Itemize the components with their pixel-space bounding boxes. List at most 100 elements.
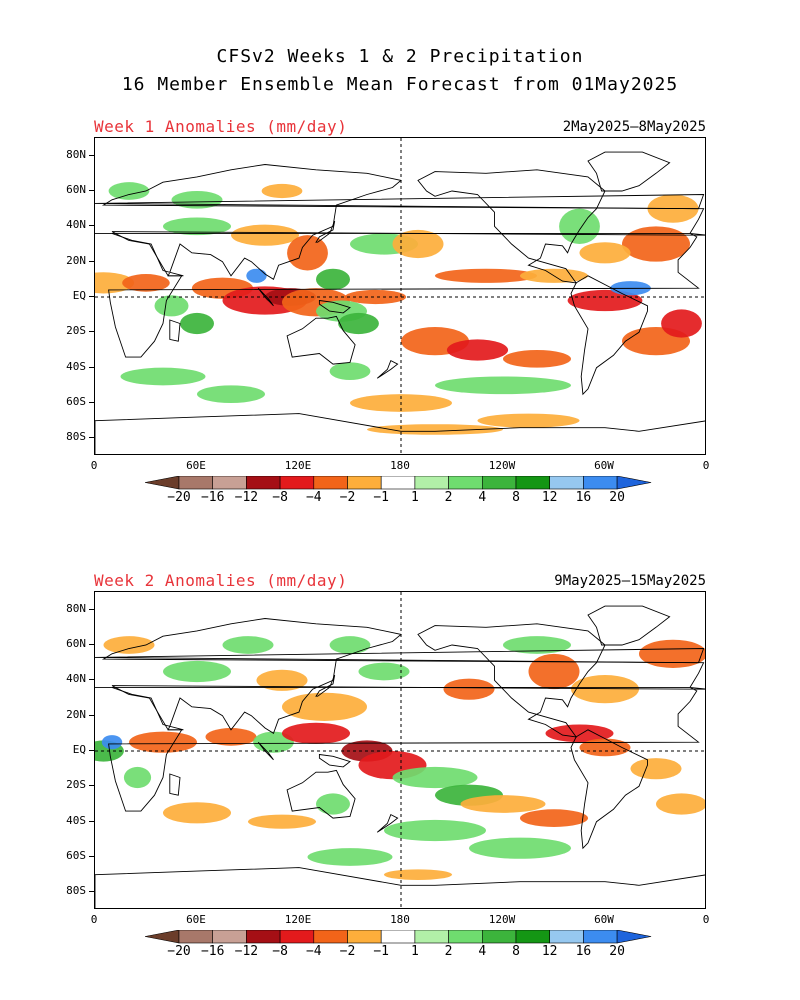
coastline	[169, 773, 181, 796]
colorbar-label: −20	[167, 490, 191, 505]
coastline	[169, 319, 181, 342]
anomaly-region	[661, 309, 702, 338]
colorbar-label: −8	[272, 490, 288, 505]
colorbar-label: −4	[305, 490, 322, 505]
colorbar-cell	[549, 930, 584, 944]
anomaly-region	[446, 339, 509, 361]
coastline	[570, 729, 648, 850]
anomaly-region	[503, 636, 571, 654]
lat-tick-label: 80N	[66, 147, 86, 161]
colorbar-cell	[347, 476, 382, 490]
colorbar-label: −8	[272, 944, 288, 959]
colorbar-cell	[313, 930, 348, 944]
anomaly-region	[567, 289, 643, 312]
lat-tick-mark	[89, 820, 94, 822]
lat-tick-label: 40N	[66, 218, 86, 232]
precipitation-map-svg	[95, 138, 705, 454]
lat-tick-label: 80S	[66, 430, 86, 444]
lon-tick-label: 180	[390, 459, 410, 472]
anomaly-region	[163, 660, 231, 683]
lat-tick-mark	[89, 891, 94, 893]
lat-tick-label: 60N	[66, 637, 86, 650]
anomaly-region	[344, 289, 407, 305]
anomaly-region	[120, 367, 206, 386]
anomaly-region	[256, 669, 308, 691]
lon-tick-label: 60E	[186, 459, 206, 472]
colorbar-cell	[515, 930, 551, 944]
lat-tick-mark	[89, 714, 94, 716]
anomaly-region	[639, 639, 705, 668]
lon-tick-label: 120W	[488, 459, 516, 472]
colorbar-cell	[279, 930, 315, 944]
colorbar-cell	[583, 476, 618, 490]
anomaly-region	[338, 312, 379, 335]
lat-tick-mark	[89, 785, 94, 787]
colorbar-label: −2	[339, 944, 356, 959]
anomaly-region	[316, 268, 350, 290]
colorbar-cell	[515, 476, 551, 490]
colorbar-cell	[246, 476, 281, 490]
colorbar-label: −1	[373, 944, 390, 959]
coastline	[95, 413, 705, 454]
coastline	[286, 769, 356, 819]
anomaly-region	[248, 814, 316, 829]
anomaly-region	[180, 312, 214, 335]
colorbar-cell	[347, 930, 382, 944]
panel-week-1-label: Week 1 Anomalies (mm/day)	[94, 117, 348, 136]
anomaly-region	[154, 295, 189, 317]
lon-tick-label: 120E	[284, 459, 312, 472]
anomaly-region	[571, 675, 639, 704]
lat-tick-mark	[89, 856, 94, 857]
anomaly-region	[545, 724, 614, 743]
coastline	[95, 648, 705, 664]
coastline	[570, 275, 648, 396]
anomaly-region	[329, 636, 371, 654]
map-week-1	[94, 137, 706, 455]
anomaly-region	[503, 350, 571, 368]
lat-tick-mark	[89, 750, 94, 751]
colorbar-left-arrow	[145, 476, 180, 490]
colorbar-label: −16	[200, 944, 225, 959]
lat-tick-label: 20S	[66, 324, 86, 338]
coastline	[257, 287, 274, 307]
anomaly-region	[95, 272, 135, 294]
coastline	[108, 231, 705, 358]
anomaly-region	[122, 274, 170, 292]
anomaly-region	[579, 242, 631, 264]
anomaly-region	[384, 819, 486, 842]
colorbar-label: 2	[444, 490, 453, 505]
lat-tick-mark	[89, 437, 94, 439]
coastline	[417, 169, 606, 284]
colorbar-cell	[549, 476, 584, 490]
coastline	[286, 315, 356, 365]
colorbar-label: 12	[541, 490, 558, 505]
colorbar-label: 8	[512, 944, 520, 959]
coastline	[318, 753, 351, 768]
lat-tick-mark	[89, 608, 94, 610]
anomaly-region	[108, 182, 150, 200]
colorbar-label: 16	[575, 944, 592, 959]
colorbar-cell	[448, 930, 483, 944]
lat-tick-label: EQ	[72, 289, 86, 302]
title-line-2: 16 Member Ensemble Mean Forecast from 01…	[121, 74, 679, 95]
lon-tick-label: 0	[702, 459, 710, 472]
lat-tick-mark	[89, 366, 94, 368]
colorbar-right-arrow	[616, 476, 652, 490]
lat-tick-mark	[89, 225, 94, 227]
lon-tick-label: 120E	[284, 913, 312, 926]
lat-tick-mark	[89, 296, 94, 297]
anomaly-region	[579, 738, 631, 757]
anomaly-region	[307, 848, 393, 866]
anomaly-region	[392, 766, 478, 789]
colorbar-cell	[212, 930, 247, 944]
coastline	[95, 194, 705, 210]
colorbar-left-arrow	[145, 930, 180, 944]
anomaly-region	[435, 268, 537, 283]
anomaly-region	[460, 795, 546, 813]
colorbar-label: 1	[410, 944, 419, 959]
colorbar	[145, 930, 652, 944]
lon-tick-label: 60W	[594, 459, 614, 472]
colorbar-label: −2	[339, 490, 356, 505]
colorbar-cell	[279, 476, 315, 490]
lon-tick-label: 0	[702, 913, 710, 926]
